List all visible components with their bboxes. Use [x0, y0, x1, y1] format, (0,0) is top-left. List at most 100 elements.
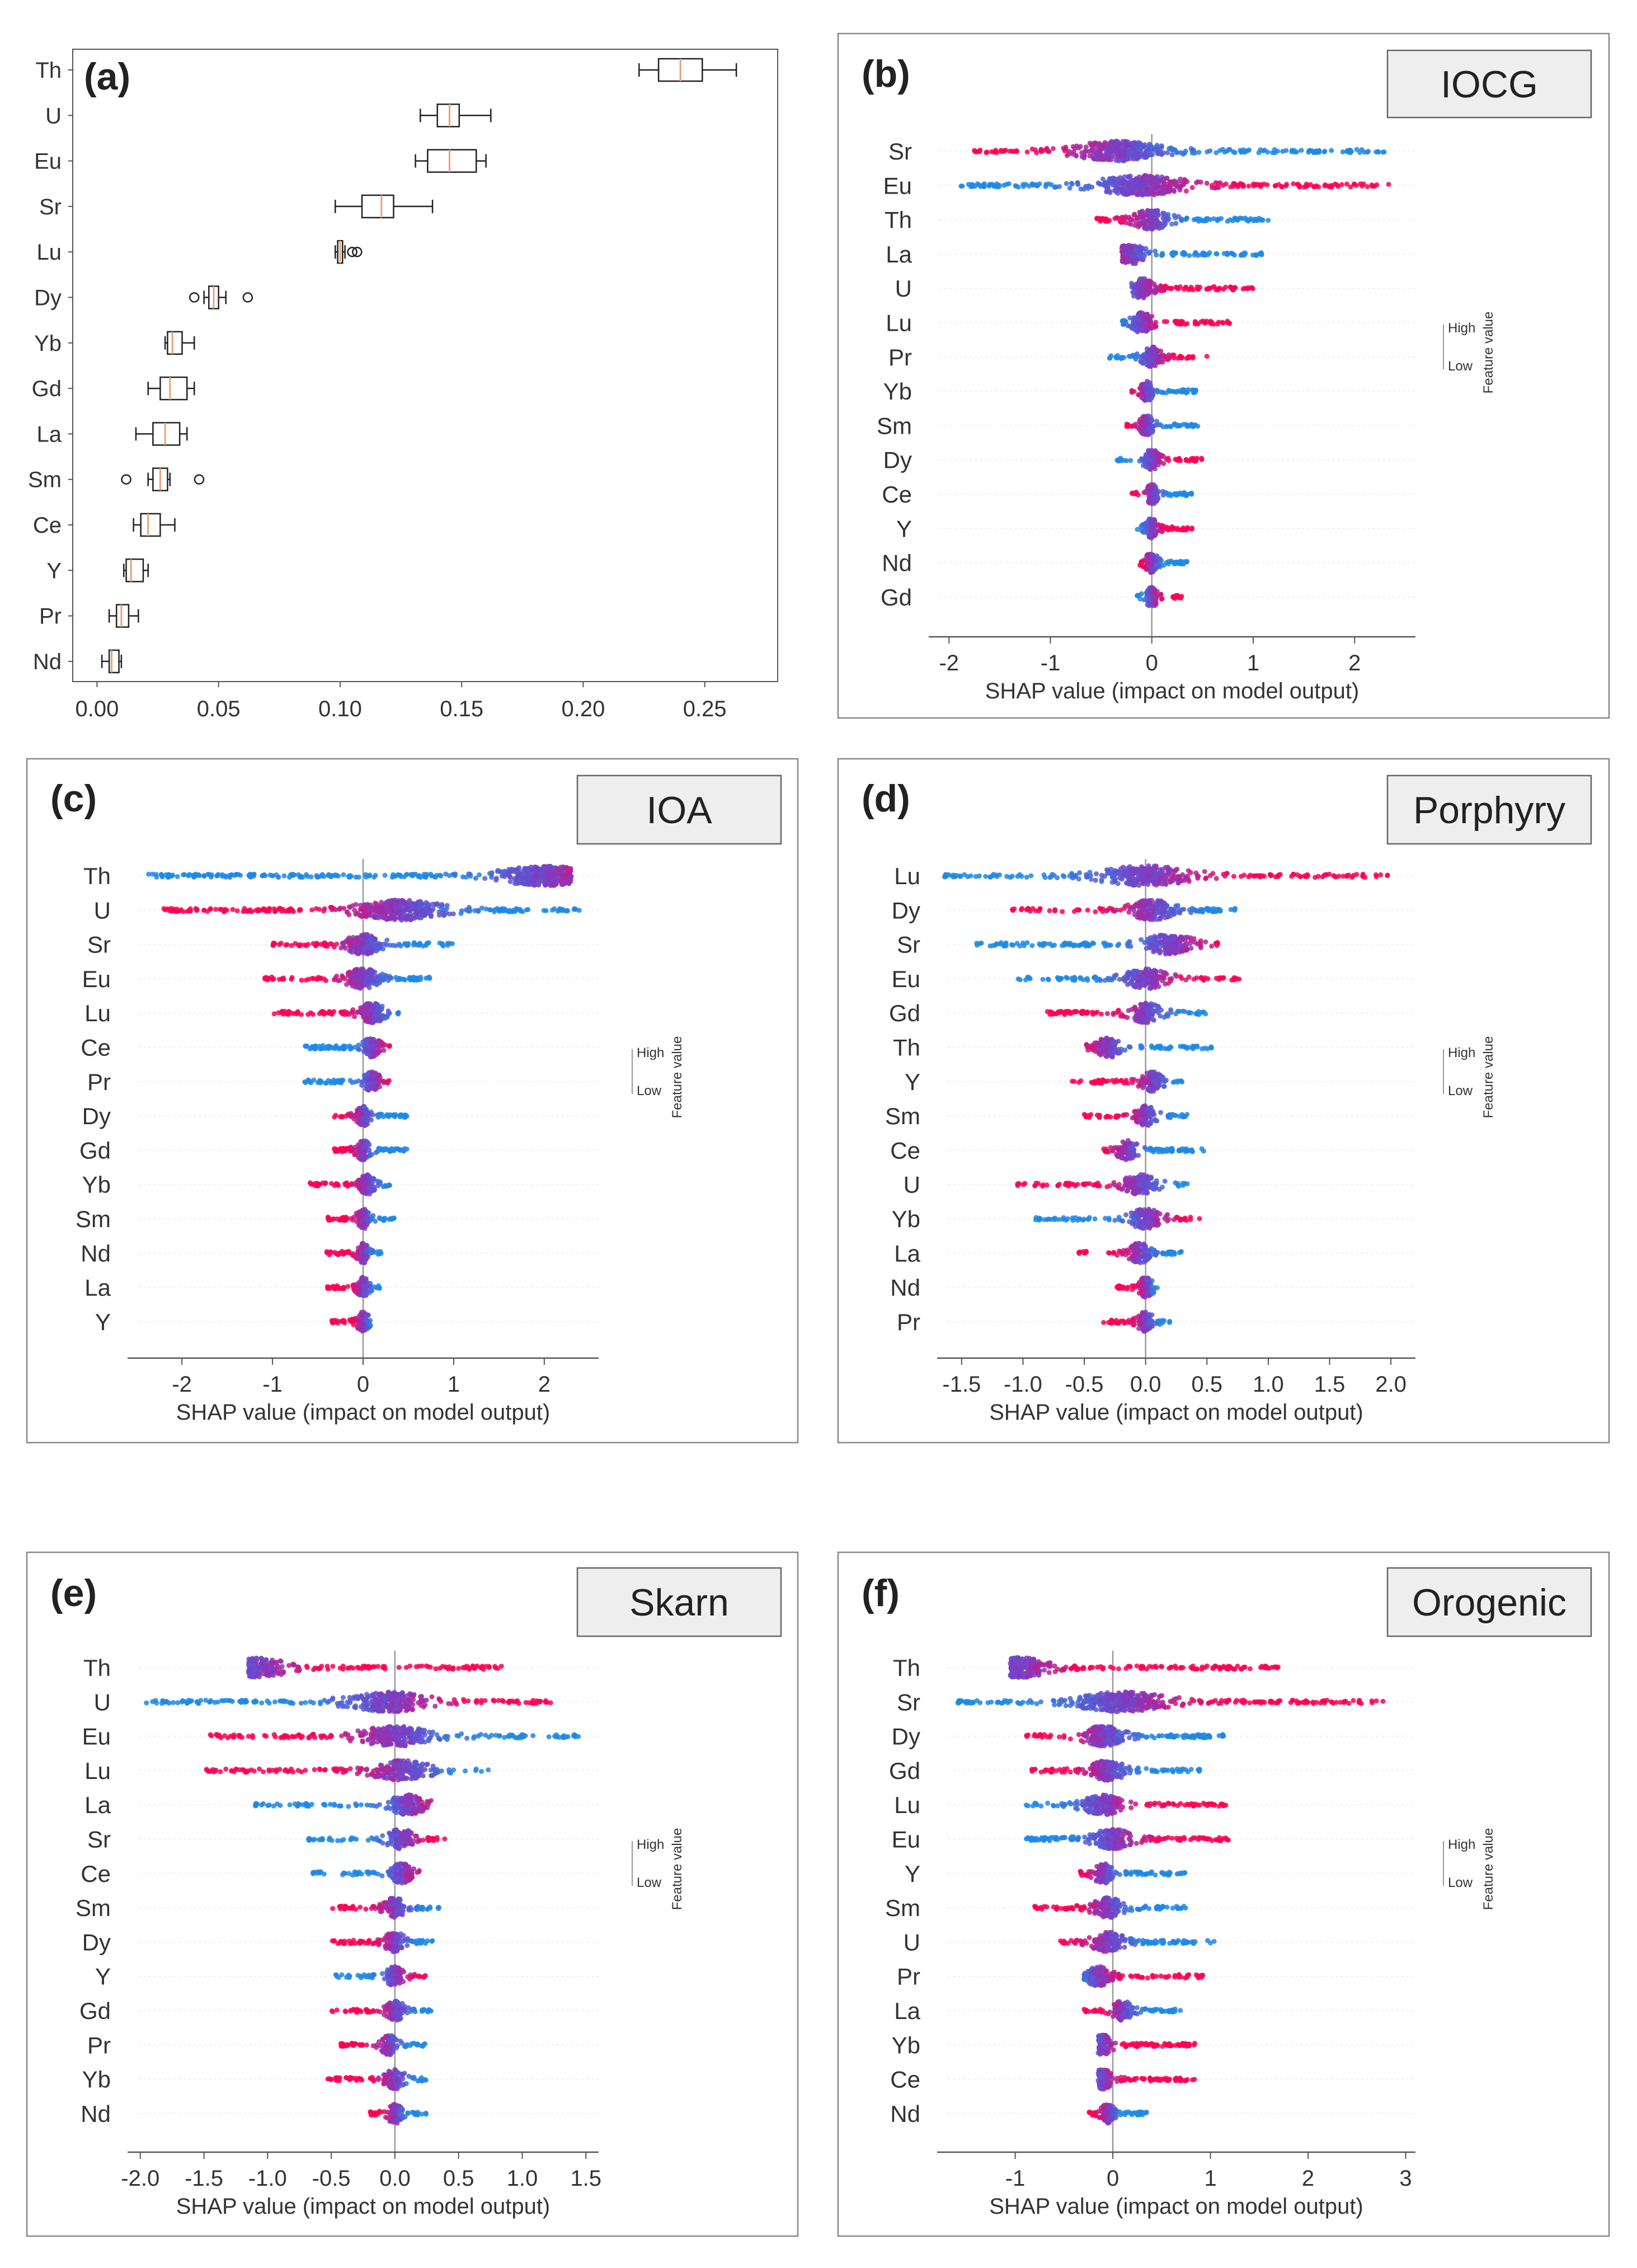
shap-point — [159, 872, 165, 878]
shap-point — [1204, 318, 1209, 324]
shap-point — [1156, 190, 1161, 196]
shap-point — [427, 908, 432, 914]
shap-point — [422, 906, 427, 912]
shap-point — [385, 1008, 391, 1014]
shap-point — [388, 975, 394, 981]
shap-point — [332, 1114, 337, 1120]
shap-point — [500, 908, 506, 914]
shap-point — [1118, 219, 1124, 225]
shap-point — [363, 1109, 369, 1114]
shap-point — [1076, 145, 1081, 151]
shap-point — [1104, 217, 1109, 223]
shap-point — [1196, 218, 1202, 224]
shap-point — [1273, 183, 1278, 188]
feature-label: Y — [896, 515, 912, 542]
shap-point — [1316, 184, 1321, 190]
shap-point — [368, 938, 373, 944]
shap-point — [1153, 461, 1159, 466]
y-tick-label: Nd — [33, 650, 62, 674]
shap-point — [1178, 318, 1184, 324]
shap-point — [1200, 252, 1206, 257]
shap-point — [403, 915, 409, 921]
shap-point — [331, 1009, 337, 1015]
shap-point — [493, 876, 499, 881]
shap-point — [1306, 149, 1311, 155]
shap-point — [1142, 144, 1148, 150]
shap-point — [1344, 181, 1349, 187]
panel-frame — [837, 32, 1610, 719]
shap-point — [1140, 564, 1146, 569]
shap-point — [1376, 149, 1381, 155]
shap-point — [1051, 146, 1056, 151]
shap-point — [1118, 356, 1124, 361]
shap-point — [1178, 422, 1183, 428]
box — [108, 649, 120, 674]
feature-label: Lu — [886, 310, 912, 336]
y-tick-label: Sr — [39, 195, 62, 219]
shap-point — [1126, 424, 1131, 429]
shap-point — [1154, 223, 1160, 228]
shap-point — [1131, 184, 1136, 190]
shap-point — [1165, 150, 1170, 156]
shap-point — [383, 915, 388, 921]
shap-point — [1164, 457, 1169, 462]
shap-point — [150, 871, 156, 877]
shap-point — [364, 1001, 370, 1007]
shap-point — [1141, 424, 1146, 429]
shap-point — [1135, 527, 1140, 532]
y-tick-label: Th — [35, 58, 62, 83]
shap-point — [1149, 396, 1154, 401]
shap-point — [1245, 148, 1250, 153]
shap-point — [1147, 458, 1153, 463]
shap-point — [1138, 359, 1144, 364]
shap-point — [1168, 424, 1174, 429]
shap-point — [380, 971, 385, 977]
shap-point — [1131, 156, 1137, 162]
shap-point — [1223, 284, 1229, 290]
shap-point — [283, 909, 289, 914]
shap-point — [357, 976, 363, 982]
y-tick-label: La — [37, 422, 62, 447]
shap-point — [1230, 251, 1235, 257]
shap-point — [331, 977, 337, 983]
shap-point — [1244, 217, 1249, 223]
shap-point — [1159, 174, 1165, 180]
feature-label: U — [895, 275, 912, 302]
shap-point — [341, 1044, 346, 1050]
shap-point — [483, 906, 489, 912]
shap-point — [422, 911, 428, 917]
x-axis-title: SHAP value (impact on model output) — [176, 1400, 551, 1425]
shap-point — [1186, 355, 1191, 360]
shap-point — [318, 976, 323, 982]
shap-point — [1354, 147, 1360, 152]
x-tick-label: 2 — [538, 1372, 551, 1397]
shap-point — [992, 149, 997, 155]
shap-point — [1238, 253, 1244, 258]
shap-point — [342, 946, 348, 951]
shap-point — [366, 874, 372, 879]
shap-point — [1127, 315, 1133, 321]
shap-point — [1155, 151, 1160, 157]
shap-point — [959, 184, 965, 189]
shap-point — [1147, 451, 1153, 457]
shap-point — [1272, 147, 1277, 152]
shap-point — [1190, 355, 1196, 361]
shap-point — [1195, 179, 1201, 185]
shap-point — [1126, 214, 1132, 220]
shap-point — [1144, 154, 1149, 160]
shap-point — [1136, 593, 1142, 598]
shap-point — [392, 917, 397, 922]
shap-point — [1117, 142, 1122, 147]
shap-point — [1015, 184, 1021, 190]
shap-point — [1149, 496, 1155, 501]
shap-point — [423, 875, 429, 880]
shap-point — [1145, 313, 1150, 319]
shap-point — [1153, 448, 1158, 453]
shap-point — [318, 1078, 324, 1084]
shap-point — [1143, 489, 1149, 494]
shap-point — [1329, 182, 1334, 188]
feature-label: U — [94, 897, 111, 923]
shap-point — [373, 1150, 379, 1156]
